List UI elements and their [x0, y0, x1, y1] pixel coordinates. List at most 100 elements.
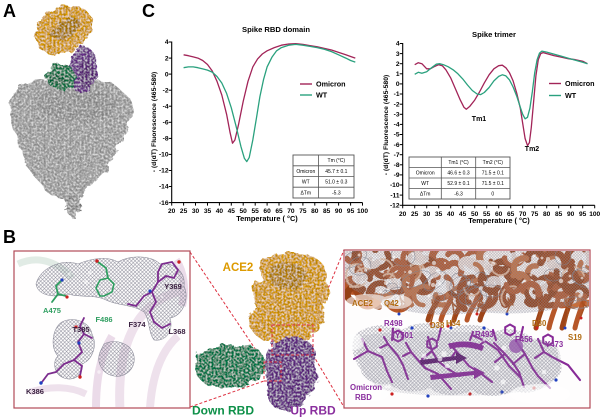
- svg-text:F486: F486: [95, 315, 112, 324]
- svg-text:-5: -5: [394, 132, 400, 139]
- svg-text:-10: -10: [159, 152, 169, 159]
- svg-text:51.0 ± 0.3: 51.0 ± 0.3: [325, 180, 347, 186]
- svg-text:-4: -4: [394, 122, 400, 129]
- svg-text:B: B: [3, 227, 16, 247]
- svg-text:-3: -3: [394, 112, 400, 119]
- svg-text:40: 40: [216, 208, 224, 215]
- svg-text:Tm2: Tm2: [525, 146, 540, 153]
- svg-text:D30: D30: [532, 319, 547, 328]
- svg-text:55: 55: [252, 208, 260, 215]
- svg-text:ACE2: ACE2: [352, 299, 373, 308]
- svg-text:4: 4: [165, 39, 169, 46]
- svg-text:-2: -2: [163, 87, 169, 94]
- svg-text:Tm1 (°C): Tm1 (°C): [448, 160, 469, 166]
- svg-text:40: 40: [447, 211, 455, 218]
- svg-text:Omicron: Omicron: [416, 171, 435, 177]
- svg-text:Down RBD: Down RBD: [192, 404, 254, 418]
- svg-text:25: 25: [180, 208, 188, 215]
- svg-text:Spike trimer: Spike trimer: [472, 30, 516, 39]
- svg-text:45: 45: [228, 208, 236, 215]
- svg-text:-8: -8: [163, 136, 169, 143]
- svg-text:K386: K386: [26, 387, 44, 396]
- svg-text:ΔTm: ΔTm: [301, 190, 312, 196]
- svg-text:90: 90: [567, 211, 575, 218]
- svg-text:52.9 ± 0.1: 52.9 ± 0.1: [447, 181, 469, 187]
- svg-text:WT: WT: [302, 180, 310, 186]
- svg-text:30: 30: [192, 208, 200, 215]
- svg-text:46.6 ± 0.3: 46.6 ± 0.3: [447, 171, 469, 177]
- svg-text:RBD: RBD: [355, 393, 372, 402]
- svg-text:-4: -4: [163, 103, 169, 110]
- svg-text:75: 75: [299, 208, 307, 215]
- svg-text:65: 65: [275, 208, 283, 215]
- svg-text:95: 95: [579, 211, 587, 218]
- svg-text:80: 80: [311, 208, 319, 215]
- svg-text:4: 4: [396, 41, 400, 48]
- svg-text:70: 70: [287, 208, 295, 215]
- svg-text:-12: -12: [159, 168, 169, 175]
- svg-text:95: 95: [347, 208, 355, 215]
- svg-text:Up RBD: Up RBD: [290, 404, 336, 418]
- svg-text:WT: WT: [565, 91, 577, 100]
- svg-text:S19: S19: [568, 333, 583, 342]
- svg-text:-16: -16: [159, 200, 169, 207]
- svg-text:2: 2: [396, 61, 400, 68]
- svg-text:50: 50: [471, 211, 479, 218]
- svg-text:ACE2: ACE2: [223, 262, 254, 274]
- svg-text:85: 85: [323, 208, 331, 215]
- svg-text:A475: A475: [43, 306, 61, 315]
- svg-text:20: 20: [168, 208, 176, 215]
- svg-text:R498: R498: [384, 319, 403, 328]
- svg-text:0: 0: [396, 81, 400, 88]
- svg-text:F456: F456: [515, 335, 533, 344]
- svg-text:WT: WT: [316, 91, 328, 100]
- svg-text:90: 90: [335, 208, 343, 215]
- svg-text:-14: -14: [159, 184, 169, 191]
- svg-text:35: 35: [204, 208, 212, 215]
- svg-text:L368: L368: [168, 327, 185, 336]
- svg-text:1: 1: [396, 71, 400, 78]
- svg-text:55: 55: [483, 211, 491, 218]
- svg-text:-9: -9: [394, 172, 400, 179]
- svg-text:-10: -10: [390, 182, 400, 189]
- svg-text:-8: -8: [394, 162, 400, 169]
- svg-text:Q42: Q42: [384, 299, 399, 308]
- svg-text:Omicron: Omicron: [565, 79, 595, 88]
- svg-text:T385: T385: [72, 325, 89, 334]
- svg-text:-6.3: -6.3: [454, 192, 463, 198]
- svg-text:0: 0: [165, 71, 169, 78]
- svg-text:2: 2: [165, 55, 169, 62]
- svg-text:Tm (°C): Tm (°C): [328, 158, 346, 164]
- svg-text:-5.3: -5.3: [332, 190, 341, 196]
- svg-text:25: 25: [411, 211, 419, 218]
- svg-text:- (d(dT) Fluorescence (465-580: - (d(dT) Fluorescence (465-580): [151, 72, 158, 172]
- svg-text:Tm2 (°C): Tm2 (°C): [483, 160, 504, 166]
- svg-text:Tm1: Tm1: [472, 116, 487, 123]
- svg-text:30: 30: [423, 211, 431, 218]
- svg-text:20: 20: [399, 211, 407, 218]
- svg-text:60: 60: [263, 208, 271, 215]
- svg-text:45.7 ± 0.1: 45.7 ± 0.1: [325, 169, 347, 175]
- svg-text:35: 35: [435, 211, 443, 218]
- svg-text:Spike RBD domain: Spike RBD domain: [242, 25, 310, 34]
- svg-text:C: C: [142, 1, 155, 21]
- svg-text:-6: -6: [163, 120, 169, 127]
- svg-text:85: 85: [555, 211, 563, 218]
- svg-text:R493: R493: [475, 330, 494, 339]
- svg-text:45: 45: [459, 211, 467, 218]
- svg-text:3: 3: [396, 51, 400, 58]
- svg-text:Omicron: Omicron: [350, 383, 382, 392]
- svg-text:-7: -7: [394, 152, 400, 159]
- svg-text:D38: D38: [430, 321, 445, 330]
- svg-text:100: 100: [589, 211, 600, 218]
- svg-text:-12: -12: [390, 203, 400, 210]
- svg-text:-11: -11: [390, 192, 399, 199]
- svg-text:Omicron: Omicron: [296, 169, 315, 175]
- svg-text:75: 75: [531, 211, 539, 218]
- svg-text:100: 100: [357, 208, 368, 215]
- svg-text:Omicron: Omicron: [316, 80, 346, 89]
- svg-text:Y369: Y369: [164, 282, 182, 291]
- svg-text:F374: F374: [128, 320, 146, 329]
- svg-text:-1: -1: [394, 91, 400, 98]
- svg-text:Temperature ( °C): Temperature ( °C): [236, 214, 298, 223]
